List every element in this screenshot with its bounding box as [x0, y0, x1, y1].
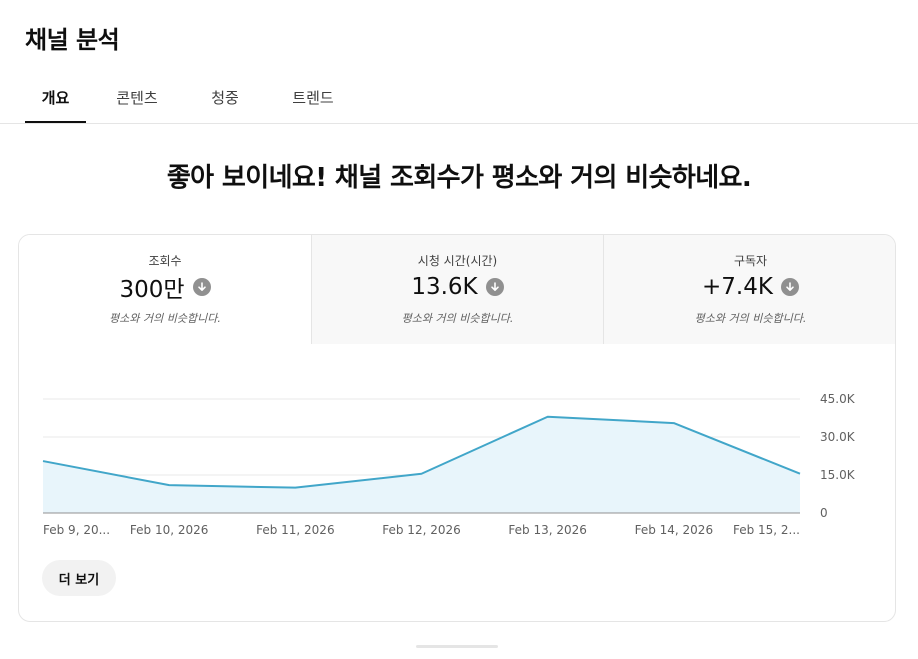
arrow-down-icon [780, 278, 799, 296]
arrow-down-icon [192, 278, 211, 296]
tab-content[interactable]: 콘텐츠 [116, 89, 158, 107]
metric-note: 평소와 거의 비슷합니다. [109, 312, 221, 325]
views-chart: 0 15.0K 30.0K 45.0K Feb 9, 20... Feb 10, 2026… [19, 365, 895, 545]
x-tick-label: Feb 15, 2... [733, 523, 800, 537]
metric-note: 평소와 거의 비슷합니다. [694, 312, 807, 325]
series-area [43, 416, 800, 513]
x-tick-label: Feb 10, 2026 [130, 523, 209, 537]
metric-label: 구독자 [733, 254, 768, 268]
x-tick-label: Feb 11, 2026 [256, 523, 335, 537]
tab-trends[interactable]: 트렌드 [292, 89, 334, 107]
y-tick-label: 45.0K [820, 392, 856, 406]
x-tick-label: Feb 13, 2026 [508, 523, 587, 537]
x-tick-label: Feb 14, 2026 [635, 523, 714, 537]
x-tick-label: Feb 9, 20... [43, 523, 110, 537]
y-tick-label: 0 [820, 506, 828, 520]
metric-label: 시청 시간(시간) [417, 254, 498, 268]
page-title: 채널 분석 [25, 26, 120, 54]
bottom-scroll-tab [416, 645, 498, 648]
y-tick-label: 15.0K [820, 468, 856, 482]
metric-label: 조회수 [148, 254, 182, 268]
y-tick-label: 30.0K [820, 430, 856, 444]
metric-value: 13.6K [411, 274, 478, 300]
metric-subscribers[interactable]: 구독자 +7.4K 평소와 거의 비슷합니다. [603, 235, 895, 344]
analytics-card: 조회수 300만 평소와 거의 비슷합니다. 시청 시간(시간) 13.6K [18, 234, 896, 622]
see-more-button[interactable]: 더 보기 [42, 560, 116, 596]
metric-note: 평소와 거의 비슷합니다. [401, 312, 514, 325]
arrow-down-icon [485, 278, 504, 296]
series-line [42, 415, 801, 489]
metrics-row: 조회수 300만 평소와 거의 비슷합니다. 시청 시간(시간) 13.6K [19, 235, 895, 344]
metric-value: 300만 [119, 277, 185, 303]
tab-audience[interactable]: 청중 [211, 89, 239, 107]
x-tick-label: Feb 12, 2026 [382, 523, 461, 537]
metric-watch-time[interactable]: 시청 시간(시간) 13.6K 평소와 거의 비슷합니다. [311, 235, 603, 344]
metric-views[interactable]: 조회수 300만 평소와 거의 비슷합니다. [19, 235, 311, 344]
tab-bar: 개요 콘텐츠 청중 트렌드 [0, 76, 918, 124]
summary-headline: 좋아 보이네요! 채널 조회수가 평소와 거의 비슷하네요. [166, 163, 752, 193]
tab-overview[interactable]: 개요 [25, 76, 86, 123]
metric-value: +7.4K [702, 274, 773, 300]
views-chart-svg: 0 15.0K 30.0K 45.0K Feb 9, 20... Feb 10, 2026… [42, 392, 856, 537]
